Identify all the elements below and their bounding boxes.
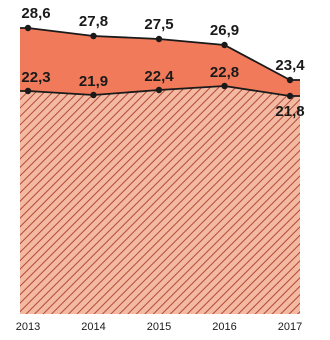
upper-point-2015 [155, 35, 163, 43]
x-tick-2016: 2016 [212, 321, 236, 333]
upper-value-label-2013: 28,6 [21, 5, 50, 22]
x-tick-2013: 2013 [16, 321, 40, 333]
lower-point-2016 [221, 82, 228, 90]
x-tick-2014: 2014 [81, 321, 105, 333]
lower-value-label-2014: 21,9 [79, 73, 108, 90]
x-tick-2015: 2015 [147, 321, 171, 333]
lower-point-2015 [155, 86, 163, 94]
upper-point-2013 [24, 24, 32, 32]
upper-point-2017 [286, 76, 294, 84]
upper-value-label-2015: 27,5 [144, 16, 173, 33]
lower-area [20, 86, 300, 314]
upper-point-2016 [221, 41, 228, 49]
lower-value-label-2016: 22,8 [210, 64, 239, 81]
lower-value-label-2017: 21,8 [275, 103, 304, 120]
upper-point-2014 [90, 32, 97, 40]
lower-value-label-2015: 22,4 [144, 68, 174, 85]
lower-value-label-2013: 22,3 [21, 69, 50, 86]
x-tick-2017: 2017 [278, 321, 302, 333]
lower-point-2014 [90, 91, 97, 99]
upper-value-label-2017: 23,4 [275, 57, 305, 74]
lower-point-2013 [24, 87, 32, 95]
upper-value-label-2014: 27,8 [79, 13, 108, 30]
upper-value-label-2016: 26,9 [210, 22, 239, 39]
lower-point-2017 [286, 92, 294, 100]
upper-band [20, 28, 300, 96]
